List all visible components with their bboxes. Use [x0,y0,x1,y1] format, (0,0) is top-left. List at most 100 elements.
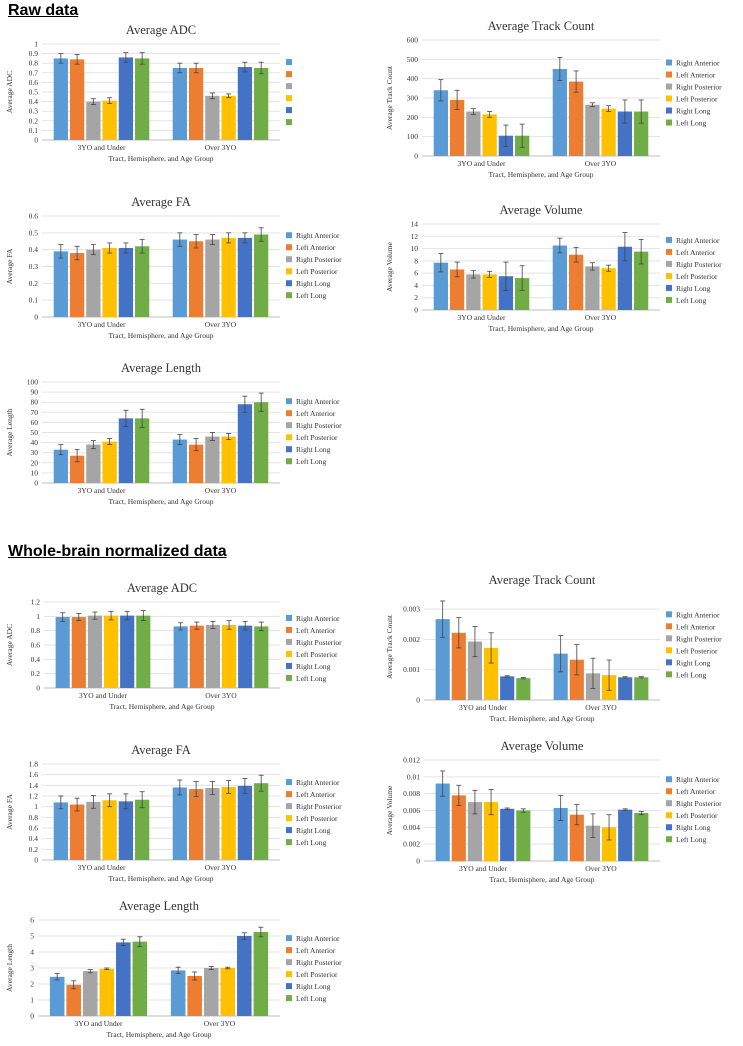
bar [433,262,448,310]
bar [135,799,150,860]
category-label: Over 3YO [585,159,617,168]
legend-swatch [286,827,292,834]
y-tick-label: 0.5 [29,228,39,237]
y-tick-label: 0.1 [29,296,39,305]
category-label: Over 3YO [205,863,237,872]
bar [205,239,220,317]
chart-norm-length: Average Length 0 1 2 3 4 5 6 Average Length 3YO a… [5,899,342,1039]
legend-item: Left Anterior [676,71,716,80]
legend-item: Left Posterior [676,272,718,281]
x-axis-label: Tract, Hemisphere, and Age Group [108,154,213,163]
bar [451,632,466,700]
legend-item: Right Posterior [676,83,722,92]
y-tick-label: 0.01 [407,772,420,781]
y-tick-label: 0.012 [403,756,420,765]
x-axis-label: Tract, Hemisphere, and Age Group [108,874,213,883]
y-tick-label: 200 [407,113,419,122]
category-label: Over 3YO [585,864,617,873]
legend-swatch [286,398,292,405]
y-tick-label: 0.2 [29,279,39,288]
y-tick-label: 0 [36,684,40,693]
y-tick-label: 0.006 [403,806,420,815]
bar [435,783,450,861]
legend-item: Left Posterior [296,814,338,823]
category-label: Over 3YO [585,313,617,322]
bar [466,274,481,310]
bar [254,234,269,317]
legend-item: Right Anterior [676,610,720,619]
legend-swatch [286,268,292,275]
chart-title: Average FA [131,743,191,757]
y-tick-label: 1 [30,996,34,1005]
bar [498,276,514,310]
bar [221,436,236,483]
y-tick-label: 8 [414,256,418,265]
bar [53,58,68,140]
bar [205,788,220,860]
y-tick-label: 60 [31,418,39,427]
bar [601,108,616,156]
y-tick-label: 0.6 [29,824,39,833]
legend-item: Left Anterior [296,243,336,252]
bar [237,785,253,860]
legend-swatch [666,812,672,819]
y-tick-label: 1 [34,40,38,49]
x-axis-label: Tract, Hemisphere, and Age Group [488,170,593,179]
category-label: Over 3YO [204,1019,236,1028]
legend-swatch [666,623,672,630]
legend-swatch [286,815,292,822]
legend-swatch [286,458,292,465]
y-axis-label: Average Track Count [385,65,394,130]
legend-swatch [286,983,292,990]
y-tick-label: 3 [30,964,34,973]
y-tick-label: 6 [30,916,34,925]
y-tick-label: 1.2 [29,792,39,801]
legend-swatch [286,422,292,429]
bar [172,787,187,860]
legend-item: Left Posterior [296,433,338,442]
legend-item: Right Long [676,823,711,832]
bar [237,67,253,140]
y-tick-label: 20 [31,458,39,467]
x-axis-label: Tract, Hemisphere, and Age Group [489,875,594,884]
category-label: 3YO and Under [458,313,506,322]
y-tick-label: 0.2 [29,845,39,854]
chart-norm-fa: Average FA 0 0.2 0.40.6 0.8 11.2 1.4 1.61.8 Aver… [5,743,342,883]
chart-norm-adc: Average ADC 0 0.2 0.4 0.6 0.8 1 1.2 Average ADC 3… [5,581,342,711]
bar [482,274,497,310]
bar [484,802,499,861]
y-tick-label: 0.002 [403,635,420,644]
legend-item: Left Anterior [676,622,716,631]
legend-swatch [666,119,672,126]
bar [552,245,567,310]
bar [516,810,531,861]
y-tick-label: 0.2 [29,116,39,125]
y-axis-label: Average Track Count [385,614,394,679]
bar [116,942,131,1016]
y-tick-label: 0.3 [29,262,39,271]
bar [118,247,134,317]
bar [222,624,237,688]
legend-item: Right Anterior [676,236,720,245]
y-tick-label: 100 [27,378,39,387]
legend-swatch [286,947,292,954]
legend-swatch [286,232,292,239]
bar [120,615,135,688]
bar [569,814,584,861]
y-tick-label: 10 [411,244,419,253]
chart-raw-volume: Average Volume 0 2 4 6 8 10 12 14 Average Volume 3… [385,203,722,333]
category-label: 3YO and Under [78,486,126,495]
bar [617,111,633,156]
bar [49,976,65,1016]
legend-swatch [666,83,672,90]
legend-item: Left Posterior [676,811,718,820]
bar [552,69,567,156]
legend-swatch [666,272,672,279]
category-label: 3YO and Under [78,863,126,872]
y-tick-label: 0.7 [29,68,39,77]
bar [449,99,465,156]
bar [484,647,499,700]
y-tick-label: 0.6 [31,641,41,650]
bar [237,936,252,1016]
